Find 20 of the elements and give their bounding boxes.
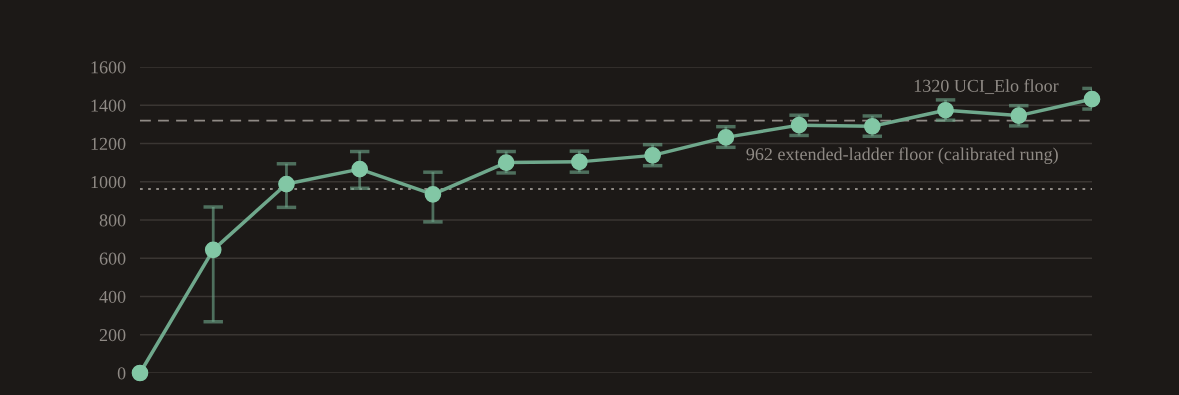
ref-line-label: 1320 UCI_Elo floor (914, 78, 1059, 95)
point (1083, 90, 1101, 108)
y-tick-label: 200 (99, 329, 126, 342)
ref-line-label: 962 extended-ladder floor (calibrated rung) (746, 147, 1058, 165)
y-tick-label: 1600 (91, 61, 126, 74)
point (131, 364, 149, 382)
point (424, 186, 442, 203)
point (497, 154, 515, 171)
point (644, 147, 661, 164)
y-tick-label: 400 (99, 290, 126, 303)
y-tick-label: 0 (117, 367, 126, 380)
y-tick-label: 1000 (91, 176, 126, 189)
point (351, 160, 369, 178)
y-tick-label: 800 (99, 214, 126, 227)
point (204, 241, 222, 259)
point (717, 129, 735, 146)
y-tick-label: 600 (99, 252, 126, 265)
y-tick-label: 1400 (91, 99, 126, 112)
y-tick-label: 1200 (91, 137, 126, 150)
point (278, 175, 295, 193)
